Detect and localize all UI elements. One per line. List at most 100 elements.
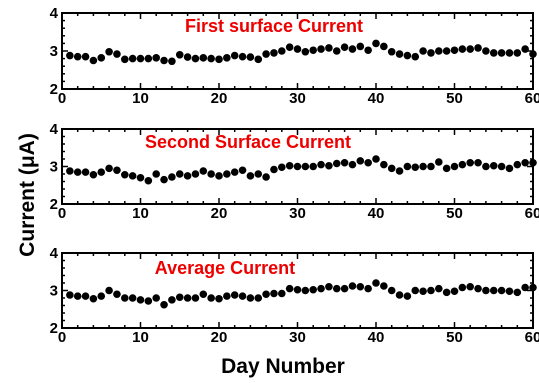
y-tick-label: 2 xyxy=(50,320,58,337)
data-point xyxy=(419,47,427,55)
data-point xyxy=(364,284,372,293)
data-point xyxy=(301,162,310,171)
data-point xyxy=(97,292,106,300)
panel-title: First surface Current xyxy=(185,16,363,36)
x-tick-label: 50 xyxy=(446,90,463,107)
data-point xyxy=(521,158,529,167)
data-point xyxy=(121,55,129,64)
data-point xyxy=(285,43,294,51)
data-point xyxy=(183,53,192,61)
data-point xyxy=(285,284,294,293)
data-point xyxy=(105,47,113,56)
data-point xyxy=(160,56,168,65)
data-point xyxy=(199,54,208,62)
data-point xyxy=(144,297,153,305)
data-point xyxy=(89,170,98,179)
data-point xyxy=(128,172,137,180)
data-point xyxy=(387,164,396,173)
y-tick-label: 4 xyxy=(50,5,59,22)
data-point xyxy=(144,54,153,63)
data-point xyxy=(223,54,231,62)
data-point xyxy=(293,162,302,171)
data-point xyxy=(152,170,160,178)
data-point xyxy=(372,155,380,163)
y-tick-label: 2 xyxy=(50,81,58,98)
data-point xyxy=(278,289,286,298)
data-point xyxy=(513,160,522,169)
data-point xyxy=(73,168,82,176)
data-point xyxy=(513,288,522,297)
data-point xyxy=(223,292,231,300)
x-tick-label: 30 xyxy=(289,90,306,107)
data-point xyxy=(364,158,372,167)
x-tick-label: 50 xyxy=(446,205,463,222)
data-point xyxy=(105,286,113,295)
data-point xyxy=(529,283,537,292)
data-point xyxy=(73,292,82,300)
data-point xyxy=(262,173,270,181)
data-point xyxy=(152,54,160,62)
data-point xyxy=(395,167,404,175)
data-point xyxy=(66,167,74,175)
data-point xyxy=(411,163,420,172)
data-point xyxy=(325,282,333,291)
data-point xyxy=(411,52,420,61)
x-tick-label: 30 xyxy=(289,205,306,222)
data-point xyxy=(66,291,74,299)
data-point xyxy=(458,45,467,53)
data-point xyxy=(364,46,372,55)
data-point xyxy=(529,158,537,167)
data-point xyxy=(372,39,380,48)
data-point xyxy=(474,44,482,52)
data-point xyxy=(246,172,255,180)
data-point xyxy=(497,162,506,171)
data-point xyxy=(395,291,404,299)
data-point xyxy=(427,286,435,295)
x-tick-label: 0 xyxy=(58,90,66,107)
panel-title: Average Current xyxy=(155,258,295,278)
data-point xyxy=(505,49,514,57)
data-point xyxy=(466,282,475,291)
data-point xyxy=(356,42,365,51)
data-point xyxy=(513,49,522,57)
x-tick-label: 40 xyxy=(368,205,385,222)
x-tick-label: 60 xyxy=(525,329,539,346)
data-point xyxy=(175,293,184,302)
data-point xyxy=(144,176,153,185)
data-point xyxy=(270,165,278,174)
x-tick-label: 60 xyxy=(525,90,539,107)
data-point xyxy=(435,47,443,55)
data-point xyxy=(482,47,490,55)
data-point xyxy=(230,168,239,176)
data-point xyxy=(207,54,215,63)
x-tick-label: 0 xyxy=(58,329,66,346)
data-point xyxy=(246,294,255,302)
data-point xyxy=(254,294,263,302)
data-point xyxy=(73,52,82,61)
data-point xyxy=(435,158,443,166)
data-point xyxy=(136,54,145,63)
data-point xyxy=(81,168,90,176)
data-point xyxy=(450,46,459,55)
data-point xyxy=(152,294,160,302)
data-point xyxy=(356,157,365,165)
data-point xyxy=(387,47,396,56)
data-point xyxy=(175,170,184,178)
y-tick-label: 3 xyxy=(50,43,58,60)
data-point xyxy=(387,286,396,295)
data-point xyxy=(340,284,349,293)
data-point xyxy=(348,282,357,290)
data-point xyxy=(136,296,145,304)
data-point xyxy=(309,285,318,294)
data-point xyxy=(175,51,184,59)
data-point xyxy=(285,161,294,170)
data-point xyxy=(466,45,475,53)
data-point xyxy=(332,284,341,293)
data-point xyxy=(395,50,404,58)
data-point xyxy=(325,44,333,52)
data-point xyxy=(199,290,208,299)
data-point xyxy=(442,288,451,297)
data-point xyxy=(81,292,90,300)
data-point xyxy=(270,289,278,298)
data-point xyxy=(262,290,270,299)
